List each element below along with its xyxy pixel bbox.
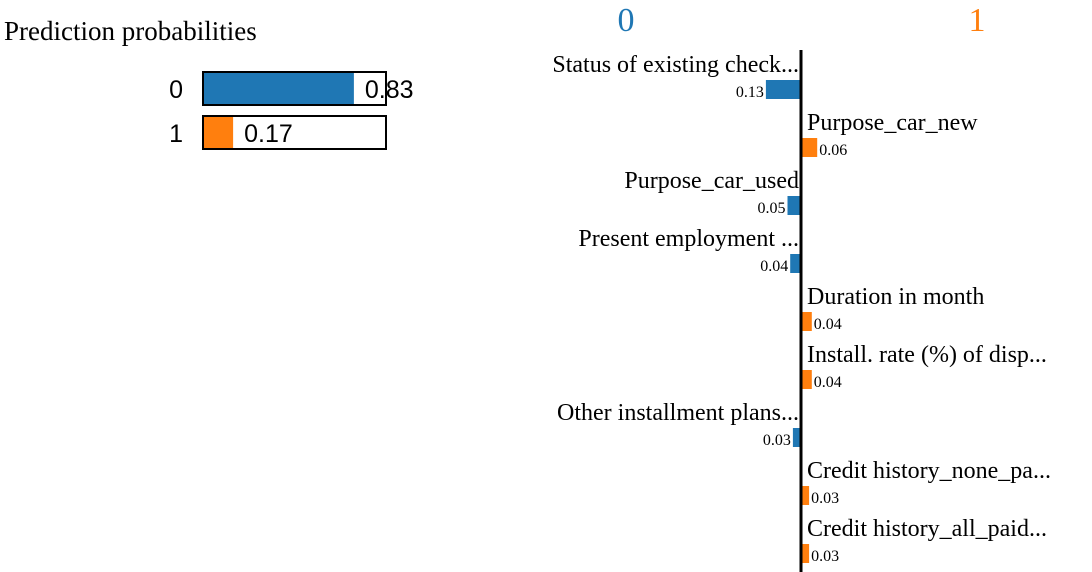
feature-value-label: 0.06 [819,142,847,159]
feature-value-label: 0.04 [814,316,842,333]
feature-contribution-bar [801,312,812,331]
feature-value-label: 0.05 [758,200,786,217]
feature-value-label: 0.04 [760,258,788,275]
class-header-0: 0 [618,2,635,39]
feature-label: Duration in month [807,284,984,310]
feature-value-label: 0.03 [811,548,839,565]
feature-contribution-bar [792,428,801,447]
feature-contribution-bar [801,370,812,389]
probabilities-title: Prediction probabilities [4,16,257,46]
feature-contribution-bar [801,544,810,563]
feature-label: Credit history_none_pa... [807,458,1051,484]
probability-value-label: 0.83 [365,76,414,104]
probability-bar [204,117,234,148]
feature-label: Credit history_all_paid... [807,516,1047,542]
feature-contribution-bar [787,196,801,215]
feature-label: Install. rate (%) of disp... [807,342,1047,368]
probability-value-label: 0.17 [244,120,293,148]
feature-contribution-bar [790,254,801,273]
probability-bar-outline [202,115,387,150]
feature-label: Purpose_car_new [807,110,978,136]
feature-label: Purpose_car_used [624,168,799,194]
probability-category-label: 1 [169,120,183,148]
feature-value-label: 0.03 [811,490,839,507]
probability-category-label: 0 [169,76,183,104]
probability-bar [204,73,354,104]
feature-value-label: 0.04 [814,374,842,391]
feature-label: Present employment ... [578,226,799,252]
feature-contribution-bar [765,80,801,99]
class-header-1: 1 [969,2,986,39]
feature-value-label: 0.03 [763,432,791,449]
feature-label: Status of existing check... [552,52,799,78]
feature-contribution-bar [801,138,818,157]
feature-value-label: 0.13 [736,84,764,101]
feature-label: Other installment plans... [557,400,799,426]
feature-contribution-bar [801,486,810,505]
